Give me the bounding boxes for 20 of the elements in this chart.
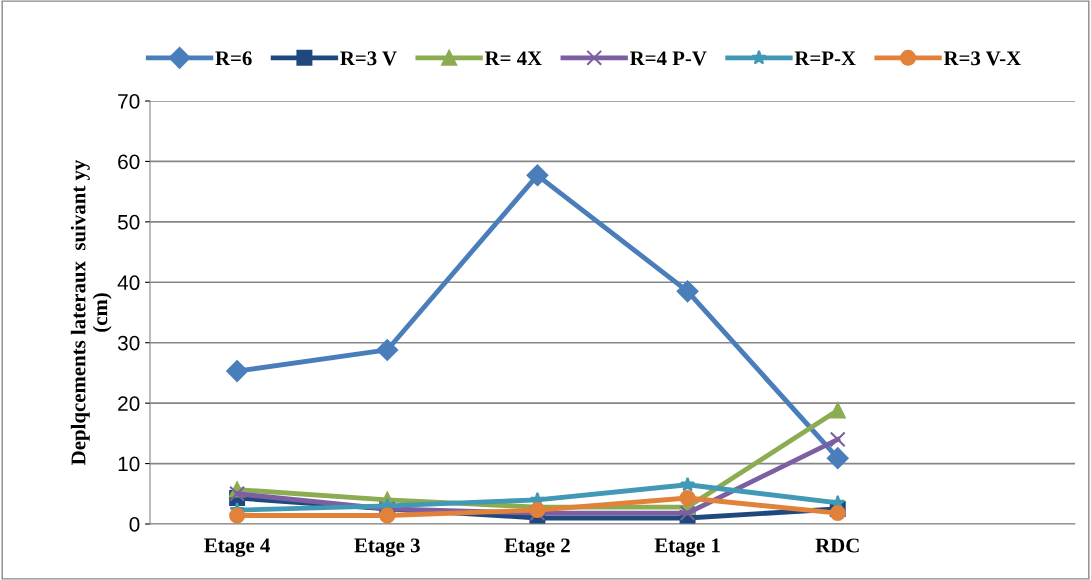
y-tick-label: 70 [118,94,140,109]
y-tick-label: 40 [117,275,140,291]
legend-label: R=3 V [340,51,397,66]
x-tick-label: Etage 2 [504,538,570,557]
legend-label: R=4 P-V [629,51,707,66]
legend-label: R=6 [215,51,252,66]
x-tick-label: Etage 1 [654,538,720,557]
y-tick-label: 30 [117,335,140,351]
x-tick-label: RDC [815,538,859,553]
y-tick-label: 10 [118,456,140,472]
y-tick-label: 50 [117,214,140,230]
x-tick-label: Etage 3 [354,538,420,557]
y-axis-title: Deplqcements lateraux suivant yy (cm) [70,159,112,465]
legend-label: R=3 V-X [943,51,1021,66]
legend-label: R= 4X [484,51,542,66]
y-tick-label: 60 [118,154,140,170]
y-tick-label: 0 [129,517,140,532]
x-tick-label: Etage 4 [204,538,270,557]
legend-label: R=P-X [794,51,856,66]
y-tick-label: 20 [118,396,140,411]
